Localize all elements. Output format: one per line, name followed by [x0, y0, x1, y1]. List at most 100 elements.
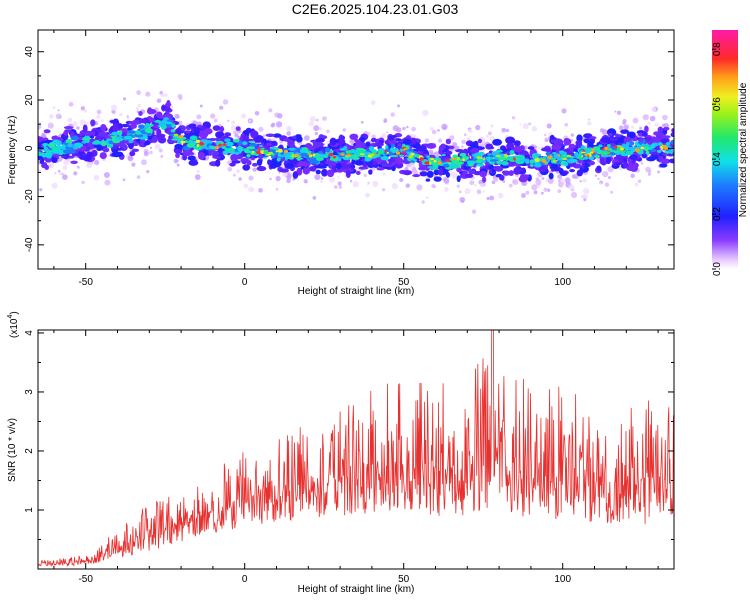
spectrum-speckle — [248, 186, 255, 193]
spectrum-band-blob — [409, 137, 417, 145]
spectrum-band-blob — [250, 130, 259, 138]
spectrum-band-blob — [386, 164, 394, 168]
spectrum-speckle — [149, 150, 153, 155]
spectrum-hot-spot — [589, 151, 594, 154]
spectrum-speckle — [391, 183, 398, 190]
spectrum-core-blob — [390, 143, 396, 148]
spectrum-hot-spot — [263, 150, 269, 155]
spectrum-band-blob — [70, 160, 78, 165]
spectrum-core-blob — [556, 160, 561, 165]
spectrum-speckle — [519, 123, 522, 126]
spectrum-hot-spot — [283, 149, 288, 154]
spectrum-core-blob — [192, 146, 199, 149]
spectrum-band-blob — [128, 121, 138, 125]
spectrum-speckle — [426, 196, 429, 199]
spectrum-hot-spot — [252, 150, 255, 154]
spectrum-speckle — [93, 174, 100, 181]
spectrum-band-blob — [438, 144, 444, 152]
spectrum-speckle — [156, 98, 162, 103]
spectrum-band-blob — [198, 130, 209, 139]
spectrum-speckle — [421, 200, 425, 204]
spectrum-band-blob — [315, 137, 325, 143]
spectrum-hot-spot — [617, 145, 623, 148]
spectrum-speckle — [282, 171, 288, 177]
spectrum-speckle — [473, 183, 477, 187]
spectrum-core-blob — [108, 140, 114, 145]
spectrum-speckle — [308, 121, 314, 127]
spectrum-band-blob — [99, 152, 107, 160]
spectrum-speckle — [76, 165, 81, 169]
spectrum-core-blob — [495, 150, 503, 153]
figure-title: C2E6.2025.104.23.01.G03 — [291, 1, 459, 17]
spectrum-band-blob — [146, 135, 153, 140]
spectrum-speckle — [286, 125, 292, 132]
spectrum-speckle — [587, 118, 590, 121]
spectrum-speckle — [422, 109, 429, 117]
spectrum-speckle — [450, 171, 456, 178]
spectrum-speckle — [248, 175, 254, 181]
spectrum-core-blob — [545, 151, 551, 156]
spectrum-speckle — [486, 196, 490, 201]
spectrogram-heatmap — [38, 90, 674, 214]
spectrum-speckle — [192, 149, 195, 153]
spectrum-band-blob — [188, 123, 197, 129]
spectrum-speckle — [314, 131, 318, 136]
spectrum-band-blob — [657, 126, 664, 134]
spectrum-band-blob — [608, 132, 613, 137]
spectrum-core-blob — [248, 142, 258, 147]
spectrum-band-blob — [336, 138, 346, 145]
spectrum-speckle — [424, 138, 430, 143]
spectrum-band-blob — [605, 156, 612, 165]
top-x-axis-label: Height of straight line (km) — [298, 286, 415, 297]
spectrum-speckle — [173, 158, 179, 164]
spectrum-core-blob — [426, 155, 431, 158]
spectrum-speckle — [146, 170, 150, 174]
spectrum-band-blob — [182, 149, 192, 157]
spectrum-speckle — [604, 182, 610, 187]
spectrum-band-blob — [86, 151, 94, 159]
spectrum-core-blob — [119, 130, 123, 135]
spectrum-speckle — [444, 187, 449, 192]
spectrum-core-blob — [146, 132, 152, 137]
spectrum-speckle — [383, 119, 387, 123]
spectrum-hot-spot — [448, 162, 451, 165]
spectrum-speckle — [367, 181, 370, 184]
spectrum-hot-spot — [456, 156, 461, 161]
spectrum-speckle — [601, 128, 608, 136]
spectrum-hot-spot — [580, 151, 586, 154]
spectrum-band-blob — [335, 162, 342, 170]
spectrum-band-blob — [494, 165, 504, 172]
spectrum-speckle — [497, 192, 504, 199]
spectrum-speckle — [564, 177, 571, 184]
spectrum-hot-spot — [562, 158, 568, 160]
spectrum-band-blob — [502, 170, 511, 176]
spectrum-core-blob — [144, 128, 153, 134]
spectrum-speckle — [38, 121, 42, 125]
spectrum-speckle — [657, 170, 660, 174]
spectrum-hot-spot — [476, 156, 482, 160]
spectrum-hot-spot — [297, 155, 300, 158]
spectrum-speckle — [564, 122, 569, 127]
spectrum-hot-spot — [552, 160, 557, 163]
spectrum-speckle — [467, 137, 470, 141]
spectrum-core-blob — [246, 146, 256, 150]
colorbar-gradient — [712, 30, 738, 269]
spectrum-core-blob — [72, 145, 79, 150]
spectrum-core-blob — [427, 166, 435, 169]
spectrum-speckle — [492, 176, 499, 182]
spectrum-hot-spot — [198, 145, 203, 149]
x-tick-label: -50 — [78, 277, 93, 288]
spectrum-speckle — [531, 184, 538, 191]
spectrum-band-blob — [53, 152, 60, 159]
spectrum-hot-spot — [583, 153, 590, 156]
spectrum-speckle — [587, 121, 592, 126]
colorbar-tick-label: 0.4 — [712, 152, 723, 166]
spectrum-hot-spot — [462, 158, 465, 162]
spectrum-core-blob — [625, 142, 630, 147]
spectrum-speckle — [570, 191, 578, 199]
spectrum-speckle — [654, 122, 659, 127]
spectrum-hot-spot — [430, 157, 434, 161]
spectrum-core-blob — [413, 159, 418, 162]
spectrum-speckle — [303, 179, 308, 184]
spectrum-band-blob — [438, 168, 444, 176]
